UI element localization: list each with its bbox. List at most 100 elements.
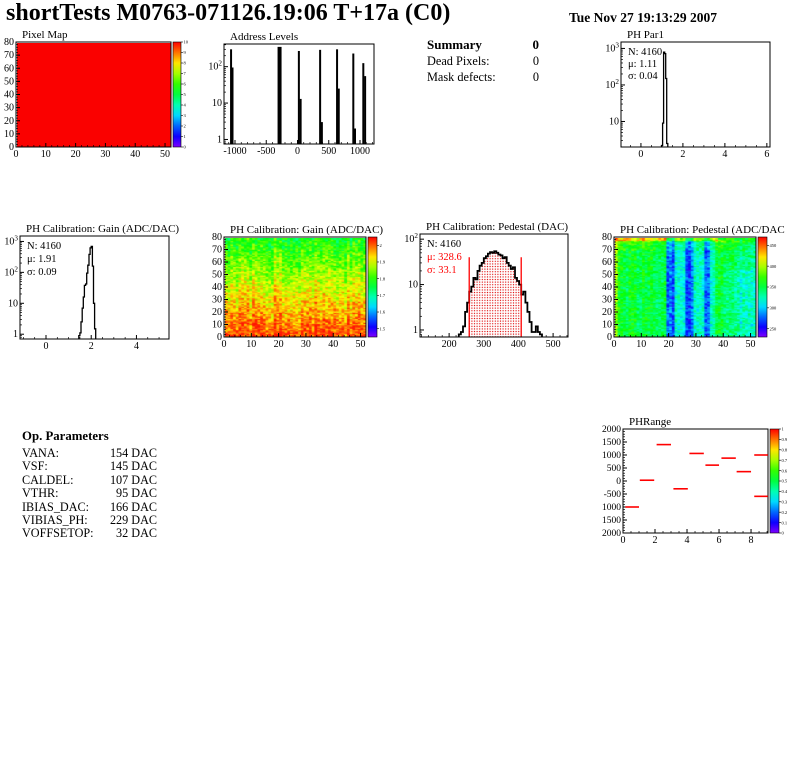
svg-text:1500: 1500 (602, 516, 621, 526)
svg-text:50: 50 (160, 149, 170, 160)
svg-text:1.8: 1.8 (380, 276, 386, 281)
svg-text:6: 6 (717, 535, 722, 546)
svg-text:40: 40 (602, 282, 612, 293)
op-parameter-label: VOFFSETOP: (22, 526, 94, 541)
svg-text:μ: 328.6: μ: 328.6 (427, 252, 462, 263)
svg-text:30: 30 (4, 103, 14, 114)
svg-text:30: 30 (212, 295, 222, 306)
svg-text:10: 10 (246, 339, 256, 350)
svg-text:20: 20 (4, 116, 14, 127)
svg-text:40: 40 (212, 282, 222, 293)
op-parameters-block: Op. Parameters VANA: 154 DAC VSF: 145 DA… (22, 429, 157, 541)
svg-text:N: 4160: N: 4160 (27, 241, 61, 252)
svg-text:PH Par1: PH Par1 (627, 29, 664, 41)
svg-text:0: 0 (612, 339, 617, 350)
svg-text:2000: 2000 (602, 425, 621, 435)
svg-text:0: 0 (217, 332, 222, 343)
svg-text:70: 70 (212, 245, 222, 256)
svg-text:80: 80 (212, 232, 222, 243)
svg-text:500: 500 (607, 464, 622, 474)
svg-text:0: 0 (222, 339, 227, 350)
svg-text:2: 2 (380, 243, 382, 248)
svg-text:0.1: 0.1 (782, 520, 788, 525)
gain-hist-chart: PH Calibration: Gain (ADC/DAC) 0 2 4 1 10 102 1… (4, 223, 179, 352)
svg-text:0.3: 0.3 (782, 500, 788, 505)
svg-text:-1000: -1000 (223, 146, 246, 157)
op-parameter-row: VOFFSETOP: 32 DAC (22, 526, 157, 541)
address-levels-chart: Address Levels -1000 -500 0 500 1000 1 10 102 (208, 31, 375, 157)
svg-text:60: 60 (212, 257, 222, 268)
svg-text:-500: -500 (604, 490, 622, 500)
svg-text:10: 10 (602, 320, 612, 331)
svg-text:102: 102 (4, 265, 18, 278)
svg-text:10: 10 (408, 280, 418, 291)
svg-text:1.6: 1.6 (380, 310, 386, 315)
op-parameter-label: CALDEL: (22, 472, 74, 487)
svg-text:0.6: 0.6 (782, 468, 788, 473)
svg-text:PH Calibration: Gain (ADC/DAC): PH Calibration: Gain (ADC/DAC) (230, 224, 383, 236)
svg-text:102: 102 (404, 232, 418, 245)
svg-text:200: 200 (442, 339, 457, 350)
summary-row-value: 0 (532, 54, 539, 68)
svg-text:σ: 33.1: σ: 33.1 (427, 265, 457, 276)
svg-text:40: 40 (328, 339, 338, 350)
svg-text:0.9: 0.9 (782, 437, 788, 442)
op-parameter-value: 32 DAC (116, 526, 157, 541)
svg-text:0: 0 (295, 146, 300, 157)
svg-text:1: 1 (184, 134, 186, 139)
op-parameter-value: 166 DAC (109, 499, 157, 514)
svg-text:0: 0 (621, 535, 626, 546)
summary-row-label: Mask defects: (427, 70, 496, 84)
svg-text:1: 1 (782, 427, 784, 432)
pedestal-map-heatmap-canvas (614, 237, 756, 337)
svg-text:N: 4160: N: 4160 (427, 239, 461, 250)
op-parameter-label: VSF: (22, 459, 48, 474)
svg-text:20: 20 (602, 307, 612, 318)
summary-row: Dead Pixels: 0 (427, 53, 539, 69)
svg-text:8: 8 (184, 61, 187, 66)
svg-text:5: 5 (184, 92, 187, 97)
svg-text:50: 50 (356, 339, 366, 350)
svg-text:400: 400 (770, 264, 778, 269)
svg-text:60: 60 (4, 63, 14, 74)
svg-text:0.5: 0.5 (782, 479, 788, 484)
svg-text:80: 80 (602, 232, 612, 243)
svg-text:80: 80 (4, 37, 14, 48)
op-parameter-row: IBIAS_DAC: 166 DAC (22, 499, 157, 514)
op-parameter-label: VTHR: (22, 486, 59, 501)
svg-text:10: 10 (636, 339, 646, 350)
svg-text:10: 10 (8, 298, 18, 309)
svg-text:2: 2 (184, 124, 186, 129)
op-parameter-value: 107 DAC (109, 472, 157, 487)
svg-text:4: 4 (685, 535, 690, 546)
op-parameter-row: CALDEL: 107 DAC (22, 472, 157, 487)
svg-text:300: 300 (476, 339, 491, 350)
svg-text:1500: 1500 (602, 438, 621, 448)
svg-text:10: 10 (41, 149, 51, 160)
svg-text:102: 102 (605, 78, 619, 91)
svg-text:9: 9 (184, 50, 187, 55)
svg-text:500: 500 (321, 146, 336, 157)
svg-text:0.8: 0.8 (782, 448, 788, 453)
svg-text:4: 4 (722, 149, 727, 160)
svg-text:350: 350 (770, 285, 778, 290)
svg-text:103: 103 (4, 234, 18, 247)
svg-text:Address Levels: Address Levels (230, 31, 298, 43)
svg-text:20: 20 (664, 339, 674, 350)
svg-text:30: 30 (602, 295, 612, 306)
svg-text:10: 10 (212, 320, 222, 331)
op-parameter-label: VIBIAS_PH: (22, 513, 88, 528)
summary-row: Mask defects: 0 (427, 69, 539, 85)
svg-text:μ: 1.91: μ: 1.91 (27, 254, 57, 265)
page-date: Tue Nov 27 19:13:29 2007 (569, 10, 718, 25)
svg-text:-500: -500 (257, 146, 275, 157)
pedestal-hist-chart: PH Calibration: Pedestal (DAC) 200 300 400 5… (404, 221, 569, 350)
svg-text:1: 1 (13, 329, 18, 340)
pixel-map-heatmap-canvas (16, 42, 171, 147)
summary-heading-value: 0 (532, 37, 540, 52)
svg-text:2: 2 (680, 149, 685, 160)
